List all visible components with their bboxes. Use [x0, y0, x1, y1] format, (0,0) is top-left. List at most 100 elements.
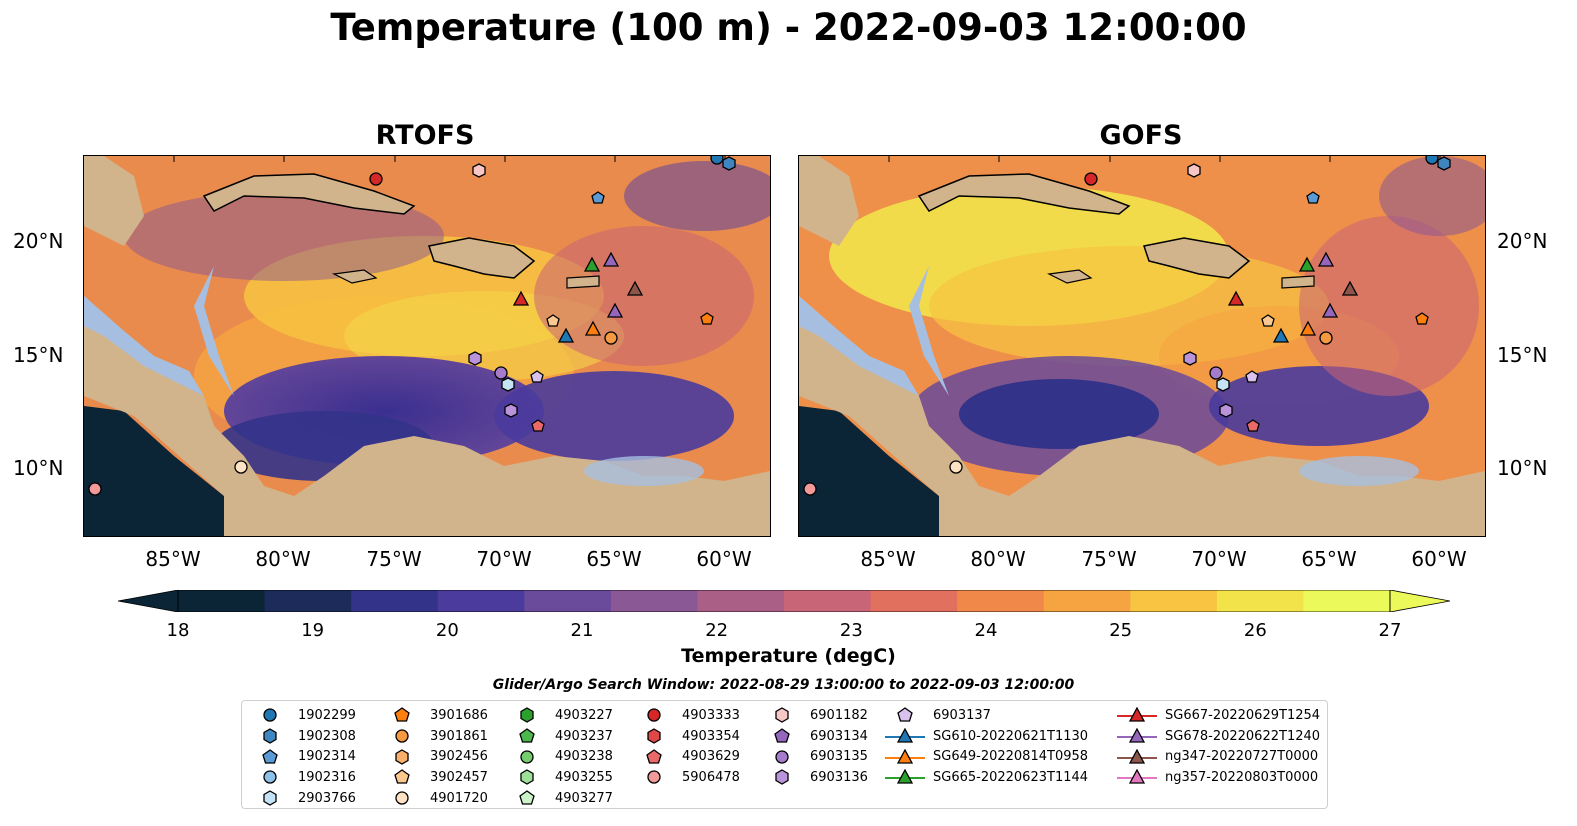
- legend-item-label: 4903277: [555, 790, 613, 806]
- legend-column: 4903333 4903354 4903629 5906478: [634, 705, 740, 788]
- legend-item-label: SG649-20220814T0958: [933, 749, 1089, 765]
- legend-item: 3902456: [382, 746, 488, 767]
- lon-label-80w-left: 80°W: [255, 547, 311, 571]
- legend-item: 4903227: [507, 705, 613, 726]
- legend-item-label: 4903237: [555, 728, 613, 744]
- colorbar: [118, 590, 1450, 612]
- colorbar-segment: [264, 590, 352, 612]
- legend-item-label: 2903766: [298, 790, 356, 806]
- legend-item: 1902314: [250, 746, 356, 767]
- legend-item: 3901686: [382, 705, 488, 726]
- legend-item-label: 4903255: [555, 769, 613, 785]
- legend-item-label: 3901861: [430, 728, 488, 744]
- legend-item: 4903354: [634, 726, 740, 747]
- legend-item: 1902299: [250, 705, 356, 726]
- colorbar-tick-label: 25: [1109, 620, 1133, 641]
- colorbar-tick-label: 18: [166, 620, 190, 641]
- legend-item: 4903629: [634, 746, 740, 767]
- lon-label-65w-left: 65°W: [586, 547, 642, 571]
- legend-item: 6903135: [762, 746, 868, 767]
- colorbar-tick-label: 19: [301, 620, 325, 641]
- legend-item-label: 1902314: [298, 749, 356, 765]
- triangle-marker-icon: [1117, 707, 1157, 722]
- colorbar-tick-label: 27: [1378, 620, 1402, 641]
- legend-item-label: 1902299: [298, 707, 356, 723]
- legend-item: 3902457: [382, 767, 488, 788]
- legend-item-label: 1902308: [298, 728, 356, 744]
- pentagon-marker-icon: [774, 728, 790, 743]
- legend-item: SG649-20220814T0958: [885, 746, 1088, 767]
- legend-item: 4903237: [507, 726, 613, 747]
- colorbar-segment: [178, 590, 266, 612]
- legend-item: SG667-20220629T1254: [1117, 705, 1320, 726]
- legend-item-label: 4901720: [430, 790, 488, 806]
- lon-label-60w-right: 60°W: [1411, 547, 1467, 571]
- legend-item: 1902316: [250, 767, 356, 788]
- lon-label-65w-right: 65°W: [1301, 547, 1357, 571]
- legend-item: SG678-20220622T1240: [1117, 726, 1320, 747]
- hexagon-marker-icon: [647, 728, 661, 744]
- circle-marker-icon: [395, 791, 409, 805]
- lon-label-85w-left: 85°W: [145, 547, 201, 571]
- circle-marker-icon: [263, 708, 277, 722]
- lat-label-10n-left: 10°N: [13, 456, 64, 480]
- triangle-marker-icon: [1117, 748, 1157, 764]
- legend-item: 6903136: [762, 767, 868, 788]
- legend-item: SG665-20220623T1144: [885, 767, 1088, 788]
- legend-item: 3901861: [382, 726, 488, 747]
- circle-marker-icon: [647, 770, 661, 785]
- colorbar-segment: [784, 590, 872, 612]
- legend-column: SG667-20220629T1254 SG678-20220622T1240 ng…: [1117, 705, 1320, 788]
- legend-item: 4903333: [634, 705, 740, 726]
- legend-item-label: SG667-20220629T1254: [1165, 707, 1321, 723]
- lat-label-15n-left: 15°N: [13, 343, 64, 367]
- legend-item-label: SG610-20220621T1130: [933, 728, 1089, 744]
- legend-item: SG610-20220621T1130: [885, 726, 1088, 747]
- map-rtofs-canvas: [84, 156, 770, 536]
- legend-item-label: ng357-20220803T0000: [1165, 769, 1319, 785]
- pentagon-marker-icon: [646, 748, 662, 764]
- circle-marker-icon: [520, 750, 534, 764]
- colorbar-label: Temperature (degC): [681, 645, 896, 667]
- legend-item-label: 3901686: [430, 707, 488, 723]
- legend-item: 4903255: [507, 767, 613, 788]
- panel-title-rtofs: RTOFS: [375, 120, 475, 151]
- colorbar-tick-label: 22: [705, 620, 729, 641]
- figure-title: Temperature (100 m) - 2022-09-03 12:00:0…: [330, 6, 1247, 49]
- lat-label-10n-right: 10°N: [1497, 456, 1548, 480]
- legend-item-label: 4903629: [682, 749, 740, 765]
- map-gofs[interactable]: [798, 155, 1486, 537]
- colorbar-min-extend: [118, 590, 179, 612]
- pentagon-marker-icon: [394, 707, 410, 722]
- legend-item-label: SG678-20220622T1240: [1165, 728, 1321, 744]
- legend-item: 4903277: [507, 788, 613, 809]
- legend-item: 6903137: [885, 705, 1088, 726]
- lon-label-75w-left: 75°W: [366, 547, 422, 571]
- hexagon-marker-icon: [263, 728, 277, 744]
- lat-label-15n-right: 15°N: [1497, 343, 1548, 367]
- pentagon-marker-icon: [897, 707, 913, 722]
- colorbar-segment: [524, 590, 612, 612]
- colorbar-segments: [178, 590, 1391, 612]
- colorbar-segment: [1130, 590, 1218, 612]
- hexagon-marker-icon: [520, 769, 534, 786]
- triangle-marker-icon: [885, 748, 925, 764]
- colorbar-tick-label: 20: [435, 620, 459, 641]
- circle-marker-icon: [775, 750, 789, 764]
- colorbar-segment: [610, 590, 698, 612]
- legend-column: 6903137 SG610-20220621T1130 SG649-20220814…: [885, 705, 1088, 788]
- legend-item-label: ng347-20220727T0000: [1165, 749, 1319, 765]
- legend-item: ng347-20220727T0000: [1117, 746, 1320, 767]
- legend-column: 3901686 3901861 3902456 3902457 4901720: [382, 705, 488, 808]
- legend-item: 4901720: [382, 788, 488, 809]
- legend-title: Glider/Argo Search Window: 2022-08-29 13…: [492, 677, 1075, 693]
- colorbar-segment: [1303, 590, 1391, 612]
- circle-marker-icon: [395, 729, 409, 743]
- legend-item: 4903238: [507, 746, 613, 767]
- colorbar-segment: [697, 590, 785, 612]
- colorbar-tick-label: 26: [1243, 620, 1267, 641]
- legend-column: 6901182 6903134 6903135 6903136: [762, 705, 868, 788]
- legend-item-label: 1902316: [298, 769, 356, 785]
- legend-item: 6903134: [762, 726, 868, 747]
- map-rtofs[interactable]: [83, 155, 771, 537]
